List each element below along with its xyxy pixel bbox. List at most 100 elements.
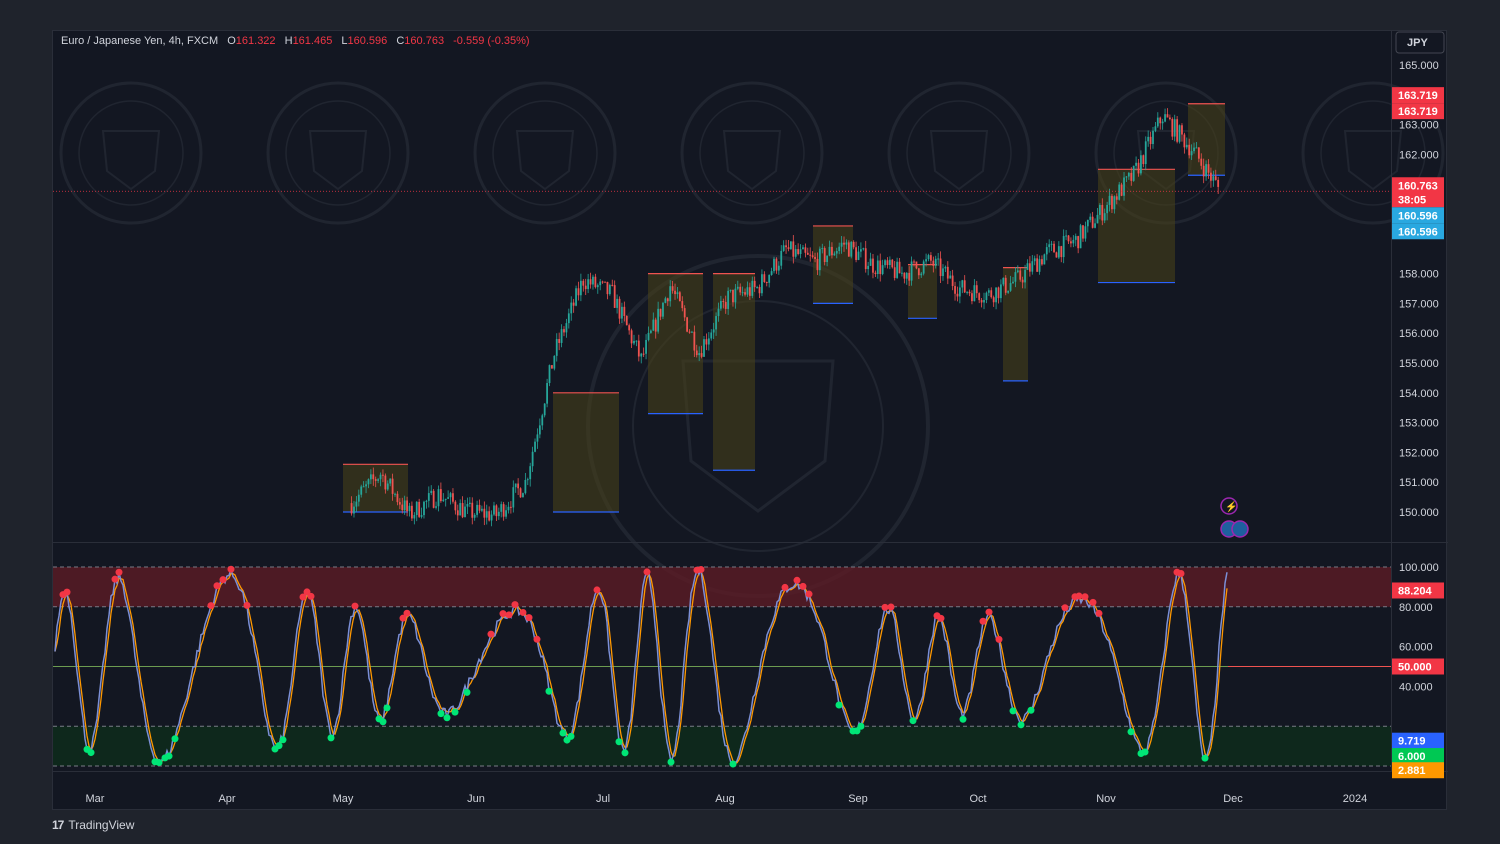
- candle-body: [1038, 259, 1041, 272]
- chart-canvas[interactable]: 165.000163.000162.000161.000158.000157.0…: [53, 31, 1448, 811]
- candle-body: [1115, 196, 1118, 200]
- candle-body: [608, 284, 611, 295]
- candle-body: [761, 274, 763, 294]
- lightning-icon[interactable]: [1220, 497, 1238, 515]
- osc-badge-label: 50.000: [1398, 662, 1432, 674]
- osc-badge: [1392, 762, 1444, 779]
- candle-body: [1016, 270, 1019, 273]
- candle-body: [809, 254, 812, 256]
- osc-badge: [1392, 732, 1444, 749]
- time-axis[interactable]: Mar Apr May Jun Jul Aug Sep Oct Nov Dec 2024: [86, 793, 1368, 805]
- buy-signal-dot: [155, 758, 163, 766]
- candle-body: [1173, 119, 1176, 137]
- price-pane[interactable]: [53, 103, 1391, 527]
- candle-body: [468, 502, 471, 505]
- candle-body: [423, 501, 425, 516]
- candle-body: [715, 316, 717, 330]
- candle-body: [555, 339, 558, 356]
- candle-body: [1108, 195, 1111, 205]
- candle-body: [669, 286, 672, 302]
- osc-tick-label: 80.000: [1399, 602, 1433, 614]
- price-axis[interactable]: 165.000163.000162.000161.000158.000157.0…: [1392, 60, 1444, 519]
- candle-body: [816, 258, 819, 271]
- candle-body: [1004, 277, 1007, 293]
- candle-body: [427, 493, 430, 501]
- price-badge: [1392, 177, 1444, 194]
- candle-body: [1084, 226, 1087, 239]
- candle-body: [773, 258, 775, 272]
- candle-body: [840, 242, 843, 247]
- candle-body: [579, 280, 582, 296]
- candle-body: [987, 290, 990, 293]
- candle-body: [1024, 269, 1026, 283]
- candle-body: [377, 479, 380, 481]
- candle-body: [548, 365, 551, 384]
- candle-body: [442, 499, 445, 502]
- candle-body: [792, 241, 795, 257]
- candle-body: [565, 323, 568, 333]
- candle-body: [1190, 151, 1193, 156]
- alert-icons[interactable]: ⚡: [1220, 497, 1249, 538]
- candle-body: [633, 340, 635, 344]
- sell-signal-dot: [111, 575, 119, 583]
- candle-body: [707, 338, 710, 345]
- oscillator-pane[interactable]: [53, 565, 1391, 768]
- candle-body: [691, 331, 693, 333]
- watermark-shield-icon: [308, 130, 368, 191]
- candle-body: [408, 505, 411, 512]
- watermark-ring: [586, 254, 930, 598]
- price-tick-label: 165.000: [1399, 60, 1439, 72]
- candle-body: [553, 355, 556, 369]
- chart-frame[interactable]: 165.000163.000162.000161.000158.000157.0…: [52, 30, 1448, 811]
- tradingview-brand[interactable]: 17 TradingView: [52, 818, 134, 832]
- candle-body: [939, 258, 942, 277]
- watermark-shield-icon: [722, 130, 782, 191]
- candle-body: [1161, 121, 1164, 124]
- currency-button[interactable]: JPY: [1395, 31, 1445, 54]
- candle-body: [1214, 176, 1217, 180]
- candle-body: [946, 266, 949, 279]
- watermark-logos: [59, 81, 1445, 598]
- price-badge-label: 160.596: [1398, 226, 1438, 238]
- candle-body: [379, 474, 382, 480]
- sell-signal-dot: [525, 614, 533, 622]
- candle-body: [558, 339, 561, 343]
- candle-body: [420, 515, 423, 517]
- candle-body: [606, 281, 609, 295]
- candle-body: [787, 247, 790, 250]
- buy-signal-dot: [835, 701, 843, 709]
- candle-body: [570, 302, 573, 314]
- candle-body: [560, 329, 563, 343]
- price-tick-label: 156.000: [1399, 328, 1439, 340]
- candle-body: [1014, 272, 1017, 282]
- candle-body: [396, 493, 399, 503]
- candle-body: [531, 451, 534, 467]
- candle-body: [541, 415, 544, 426]
- watermark-inner-ring: [78, 100, 184, 206]
- candle-body: [432, 490, 435, 508]
- candle-body: [934, 258, 937, 266]
- price-badge-label: 163.719: [1398, 106, 1438, 118]
- candle-body: [454, 501, 457, 511]
- candle-body: [567, 313, 570, 324]
- candle-body: [893, 267, 896, 278]
- oscillator-axis[interactable]: 100.000 80.000 60.000 40.000 88.204 50.000 9.7…: [1392, 562, 1444, 779]
- candle-body: [780, 250, 783, 266]
- sell-signal-dot: [511, 601, 519, 609]
- candle-body: [862, 248, 865, 250]
- candle-body: [1152, 130, 1154, 145]
- settings-icon-secondary[interactable]: [1231, 520, 1249, 538]
- candle-body: [874, 272, 877, 275]
- candle-body: [763, 274, 766, 282]
- candle-body: [623, 306, 626, 316]
- price-tick-label: 152.000: [1399, 447, 1439, 459]
- candle-body: [456, 510, 459, 516]
- candle-body: [686, 317, 689, 332]
- sell-signal-dot: [781, 583, 789, 591]
- candle-body: [860, 249, 862, 252]
- watermark-shield-icon: [515, 130, 575, 191]
- watermark-inner-ring: [699, 100, 805, 206]
- osc-badge-label: 6.000: [1398, 751, 1426, 763]
- candle-body: [546, 383, 548, 404]
- candle-body: [930, 255, 932, 261]
